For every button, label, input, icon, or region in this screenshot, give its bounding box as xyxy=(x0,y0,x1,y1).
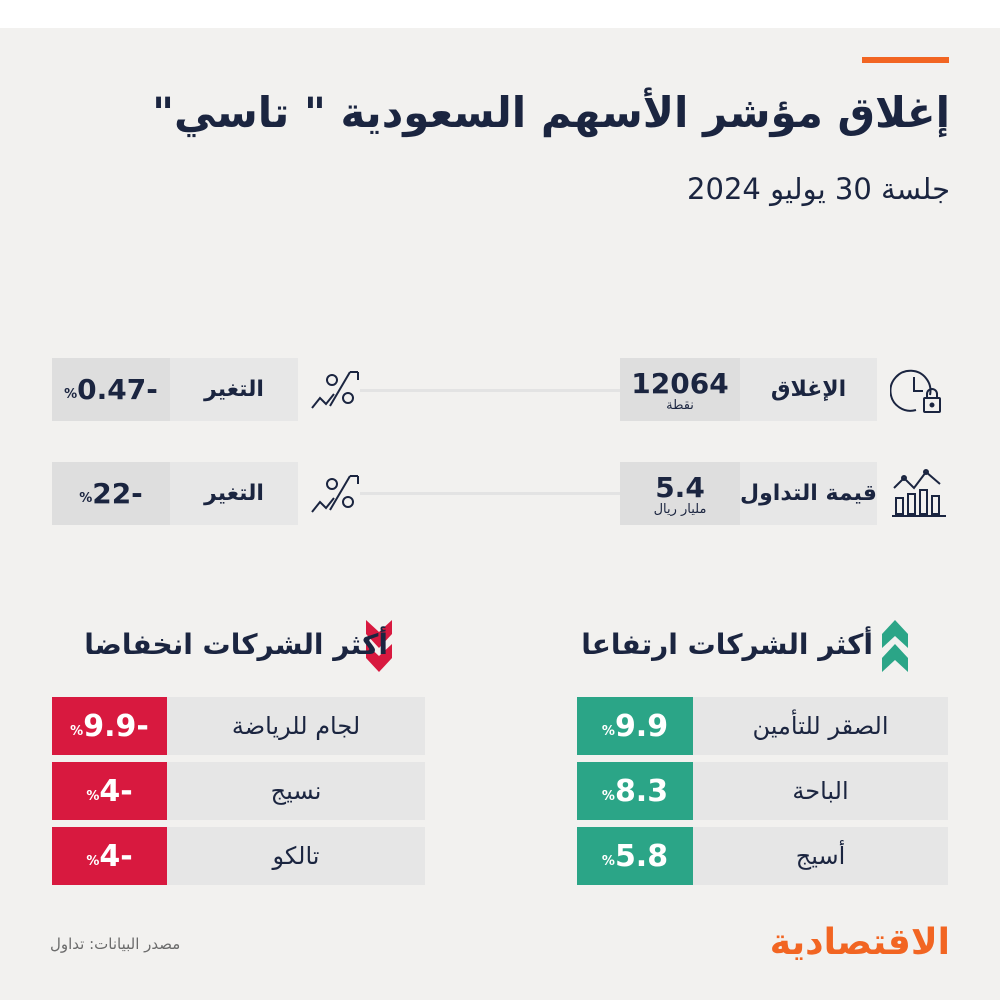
close-number: 12064 xyxy=(631,366,729,400)
turnover-change: % 22- xyxy=(52,462,170,525)
change-value: 0.47- xyxy=(77,373,158,406)
table-row: % 4- تالكو xyxy=(52,827,425,885)
page-title: إغلاق مؤشر الأسهم السعودية " تاسي" xyxy=(152,88,950,137)
percent-change: % 9.9- xyxy=(52,697,167,755)
accent-bar xyxy=(862,57,949,63)
percent-change: % 4- xyxy=(52,762,167,820)
percent-sign: % xyxy=(86,788,100,804)
percent-sign: % xyxy=(70,723,84,739)
connector-line xyxy=(360,389,620,392)
turnover-unit: مليار ريال xyxy=(653,501,707,517)
close-value: 12064 نقطة xyxy=(620,358,740,421)
table-row: % 4- نسيج xyxy=(52,762,425,820)
percent-change: % 9.9 xyxy=(577,697,693,755)
change-value: 9.9 xyxy=(614,708,669,744)
percent-change: % 8.3 xyxy=(577,762,693,820)
change-value: 22- xyxy=(92,477,143,510)
change-label: التغير xyxy=(170,358,298,421)
table-row: % 5.8 أسيج xyxy=(577,827,948,885)
table-row: % 9.9 الصقر للتأمين xyxy=(577,697,948,755)
turnover-label: قيمة التداول xyxy=(740,462,877,525)
gainers-heading: أكثر الشركات ارتفاعا xyxy=(581,628,873,661)
bar-line-chart-icon xyxy=(892,469,946,517)
change-label: التغير xyxy=(170,462,298,525)
table-row: % 8.3 الباحة xyxy=(577,762,948,820)
change-value: 8.3 xyxy=(614,773,669,809)
page-subtitle: جلسة 30 يوليو 2024 xyxy=(687,172,950,206)
table-row: % 9.9- لجام للرياضة xyxy=(52,697,425,755)
brand-logo: الاقتصادية xyxy=(769,922,951,963)
percent-sign: % xyxy=(601,853,615,869)
double-chevron-down-icon xyxy=(366,620,392,672)
company-name: أسيج xyxy=(693,827,948,885)
change-value: 9.9- xyxy=(83,708,149,744)
clock-lock-icon xyxy=(890,369,941,413)
percent-sign: % xyxy=(64,387,78,402)
company-name: الصقر للتأمين xyxy=(693,697,948,755)
close-unit: نقطة xyxy=(666,397,694,413)
turnover-value: 5.4 مليار ريال xyxy=(620,462,740,525)
percent-change: % 5.8 xyxy=(577,827,693,885)
percent-sign: % xyxy=(601,723,615,739)
change-value: 5.8 xyxy=(614,838,669,874)
percent-sign: % xyxy=(86,853,100,869)
connector-line xyxy=(360,492,620,495)
company-name: نسيج xyxy=(167,762,425,820)
change-value: 4- xyxy=(99,838,133,874)
percent-sign: % xyxy=(79,491,93,506)
close-label: الإغلاق xyxy=(740,358,877,421)
percent-trend-icon xyxy=(311,371,359,409)
company-name: لجام للرياضة xyxy=(167,697,425,755)
company-name: تالكو xyxy=(167,827,425,885)
losers-heading: أكثر الشركات انخفاضا xyxy=(84,628,388,661)
turnover-number: 5.4 xyxy=(655,470,705,504)
percent-trend-icon xyxy=(311,475,359,513)
data-source: مصدر البيانات: تداول xyxy=(50,935,181,953)
percent-sign: % xyxy=(601,788,615,804)
top-strip xyxy=(0,0,1000,28)
close-change: % 0.47- xyxy=(52,358,170,421)
percent-change: % 4- xyxy=(52,827,167,885)
double-chevron-up-icon xyxy=(882,620,908,672)
company-name: الباحة xyxy=(693,762,948,820)
change-value: 4- xyxy=(99,773,133,809)
